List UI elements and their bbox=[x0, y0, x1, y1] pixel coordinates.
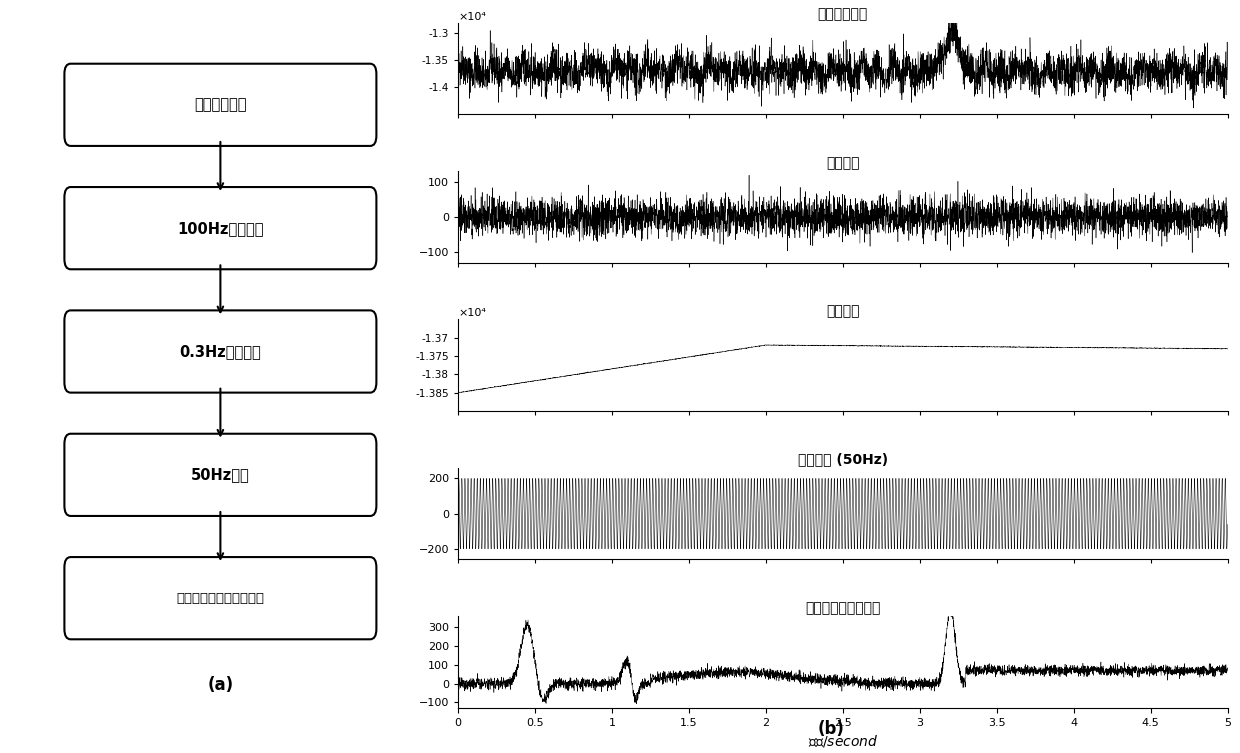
FancyBboxPatch shape bbox=[64, 434, 377, 516]
Text: 去处设备噪声的脑电信号: 去处设备噪声的脑电信号 bbox=[176, 592, 264, 605]
Text: 0.3Hz高通滤波: 0.3Hz高通滤波 bbox=[180, 344, 262, 359]
FancyBboxPatch shape bbox=[64, 310, 377, 392]
Text: ×10⁴: ×10⁴ bbox=[458, 12, 486, 22]
Title: 高频噪声: 高频噪声 bbox=[826, 156, 859, 170]
FancyBboxPatch shape bbox=[64, 64, 377, 146]
Text: 100Hz低通滤波: 100Hz低通滤波 bbox=[177, 221, 264, 236]
X-axis label: 时间/$\it{second}$: 时间/$\it{second}$ bbox=[807, 733, 878, 749]
FancyBboxPatch shape bbox=[64, 187, 377, 270]
Text: (b): (b) bbox=[817, 720, 844, 738]
Text: ×10⁴: ×10⁴ bbox=[458, 309, 486, 319]
Text: 50Hz陷波: 50Hz陷波 bbox=[191, 468, 249, 483]
FancyBboxPatch shape bbox=[64, 557, 377, 639]
Title: 去除设备噪声后脑电: 去除设备噪声后脑电 bbox=[805, 601, 880, 615]
Title: 工频干扰 (50Hz): 工频干扰 (50Hz) bbox=[797, 453, 888, 467]
Title: 原始脑电信号: 原始脑电信号 bbox=[817, 8, 868, 21]
Text: (a): (a) bbox=[207, 676, 233, 694]
Title: 低频噪声: 低频噪声 bbox=[826, 304, 859, 319]
Text: 原始脑电信号: 原始脑电信号 bbox=[195, 97, 247, 112]
